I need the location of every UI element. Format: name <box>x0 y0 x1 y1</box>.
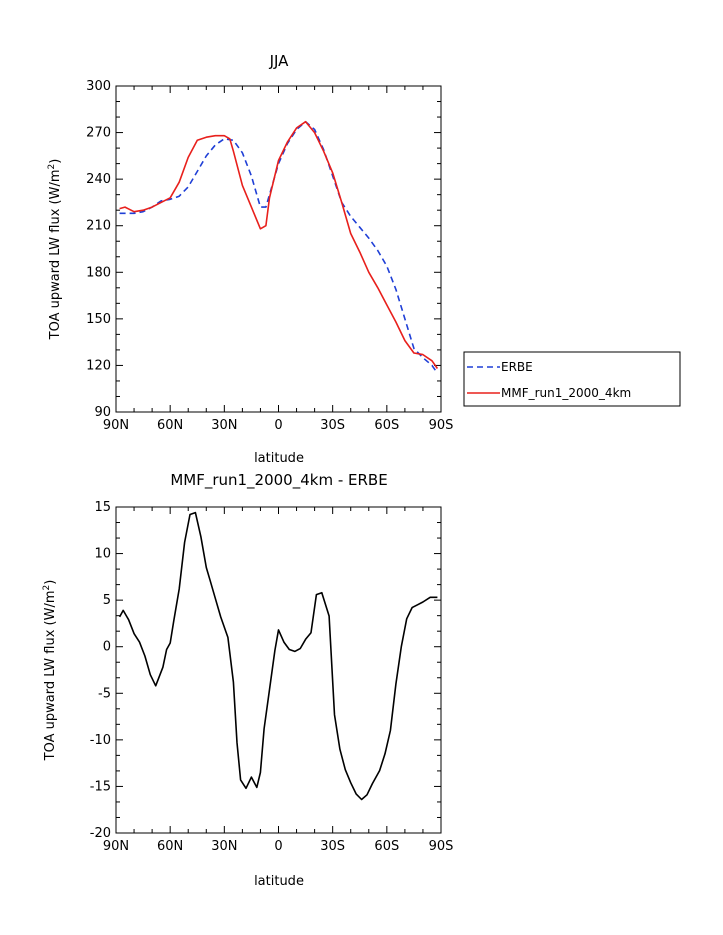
top-chart: JJA 90N 60N 30N 0 30S 60S 90S 90 120 150 180 210 240… <box>47 52 681 466</box>
legend-label-erbe: ERBE <box>501 360 533 374</box>
top-chart-series-line-mmf-run1-2000-4km <box>119 120 439 369</box>
bottom-chart-xtick-label: 30N <box>211 839 237 854</box>
bottom-chart-ylabel: TOA upward LW flux (W/m2) <box>42 580 58 762</box>
bottom-chart-ytick-label: -10 <box>90 733 111 748</box>
top-chart-xtick-label: 30S <box>320 418 345 433</box>
top-chart-ytick-label: 180 <box>86 265 111 280</box>
bottom-chart-xtick-label: 30S <box>320 839 345 854</box>
bottom-chart-ticks: 90N 60N 30N 0 30S 60S 90S -20 -15 -10 -5 0 5 10 15 <box>90 500 454 854</box>
top-chart-xlabel: latitude <box>254 451 304 466</box>
bottom-chart-xtick-label: 0 <box>274 839 282 854</box>
bottom-chart-title: MMF_run1_2000_4km - ERBE <box>170 471 387 490</box>
bottom-chart-xtick-label: 60S <box>374 839 399 854</box>
top-chart-ytick-label: 120 <box>86 358 111 373</box>
bottom-chart-xtick-label: 60N <box>157 839 183 854</box>
top-chart-ytick-label: 90 <box>94 405 111 420</box>
top-chart-xtick-label: 0 <box>274 418 282 433</box>
legend: ERBE MMF_run1_2000_4km <box>463 351 681 407</box>
bottom-chart-ytick-label: 10 <box>94 547 111 562</box>
top-chart-xtick-label: 60S <box>374 418 399 433</box>
top-chart-ytick-label: 300 <box>86 79 111 94</box>
bottom-chart-ytick-label: -20 <box>90 826 111 841</box>
bottom-chart-ytick-label: 15 <box>94 500 111 515</box>
bottom-chart-ytick-label: -5 <box>98 686 111 701</box>
top-chart-ytick-label: 240 <box>86 172 111 187</box>
bottom-chart: MMF_run1_2000_4km - ERBE 90N 60N 30N 0 30S 60… <box>42 471 453 889</box>
top-chart-ytick-label: 270 <box>86 126 111 141</box>
top-chart-ylabel: TOA upward LW flux (W/m2) <box>47 159 63 341</box>
bottom-chart-series-line-difference <box>118 511 438 801</box>
top-chart-xtick-label: 60N <box>157 418 183 433</box>
top-chart-plot-frame <box>115 85 442 413</box>
top-chart-ytick-label: 150 <box>86 312 111 327</box>
top-chart-title: JJA <box>269 52 290 70</box>
bottom-chart-ytick-label: -15 <box>90 779 111 794</box>
bottom-chart-series <box>118 511 438 801</box>
top-chart-xtick-label: 90N <box>103 418 129 433</box>
bottom-chart-xlabel: latitude <box>254 874 304 889</box>
top-chart-ytick-label: 210 <box>86 219 111 234</box>
top-chart-ticks: 90N 60N 30N 0 30S 60S 90S 90 120 150 180 210 240 270 3… <box>86 79 453 433</box>
top-chart-xtick-label: 30N <box>211 418 237 433</box>
bottom-chart-ytick-label: 0 <box>103 640 111 655</box>
legend-label-mmf: MMF_run1_2000_4km <box>501 386 631 400</box>
legend-box <box>463 351 681 407</box>
bottom-chart-ytick-label: 5 <box>103 593 111 608</box>
top-chart-series <box>119 120 439 374</box>
top-chart-xtick-label: 90S <box>429 418 454 433</box>
bottom-chart-plot-frame <box>115 506 442 834</box>
bottom-chart-xtick-label: 90N <box>103 839 129 854</box>
bottom-chart-xtick-label: 90S <box>429 839 454 854</box>
